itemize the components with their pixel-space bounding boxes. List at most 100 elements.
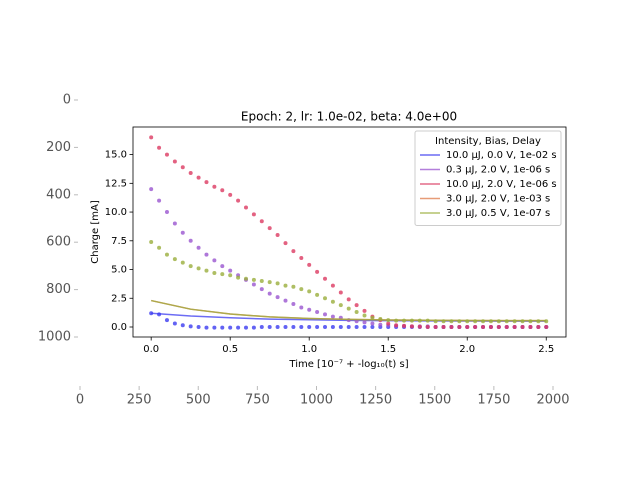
data-point bbox=[338, 325, 343, 329]
data-point bbox=[323, 276, 328, 281]
fit-line bbox=[151, 299, 547, 322]
data-point bbox=[330, 314, 335, 319]
data-point bbox=[251, 212, 256, 217]
data-point bbox=[243, 276, 248, 281]
outer-axes: 0 200 400 600 800 1000 0 250 500 750 1000 1250 1500 1… bbox=[38, 93, 570, 408]
y-tick-label: 0 bbox=[63, 93, 71, 108]
x-tick-label: 0 bbox=[76, 393, 84, 408]
legend-title: Intensity, Bias, Delay bbox=[435, 136, 541, 147]
data-point bbox=[488, 325, 493, 329]
y-axis-label: Charge [mA] bbox=[90, 200, 101, 264]
data-point bbox=[536, 325, 541, 329]
data-point bbox=[512, 325, 517, 329]
data-point bbox=[315, 292, 320, 297]
x-tick-label: 250 bbox=[127, 393, 152, 408]
x-tick-label: 1250 bbox=[359, 393, 392, 408]
data-point bbox=[496, 319, 501, 324]
data-point bbox=[157, 198, 162, 203]
data-point bbox=[362, 320, 367, 325]
data-point bbox=[323, 312, 328, 317]
data-point bbox=[346, 325, 351, 329]
data-point bbox=[370, 321, 375, 326]
data-point bbox=[528, 319, 533, 324]
x-tick-label: 2.0 bbox=[459, 344, 475, 355]
legend-label: 3.0 μJ, 2.0 V, 1e-03 s bbox=[446, 194, 550, 205]
data-point bbox=[504, 325, 509, 329]
data-point bbox=[251, 282, 256, 287]
y-tick-label: 0.0 bbox=[111, 322, 127, 333]
x-tick-label: 1.5 bbox=[380, 344, 396, 355]
data-point bbox=[267, 325, 272, 329]
legend-box bbox=[414, 130, 562, 226]
y-tick-label: 400 bbox=[46, 187, 71, 202]
data-point bbox=[251, 277, 256, 282]
data-point bbox=[346, 306, 351, 311]
data-point bbox=[267, 280, 272, 285]
x-tick-label: 750 bbox=[245, 393, 270, 408]
data-point bbox=[212, 270, 217, 275]
data-point bbox=[520, 319, 525, 324]
data-point bbox=[481, 325, 486, 329]
data-point bbox=[180, 230, 185, 235]
y-tick-label: 600 bbox=[46, 235, 71, 250]
data-point bbox=[180, 323, 185, 328]
data-point bbox=[315, 310, 320, 315]
data-point bbox=[354, 325, 359, 329]
data-point bbox=[465, 325, 470, 329]
data-point bbox=[149, 135, 154, 140]
y-tick-label: 7.5 bbox=[111, 236, 127, 247]
legend-label: 3.0 μJ, 0.5 V, 1e-07 s bbox=[446, 208, 550, 219]
data-point bbox=[354, 310, 359, 315]
data-point bbox=[504, 319, 509, 324]
data-point bbox=[386, 321, 391, 326]
data-point bbox=[204, 325, 209, 330]
data-point bbox=[465, 319, 470, 324]
data-point bbox=[243, 205, 248, 210]
data-point bbox=[315, 269, 320, 274]
data-point bbox=[188, 264, 193, 269]
data-point bbox=[236, 275, 241, 280]
data-point bbox=[196, 266, 201, 271]
legend-label: 10.0 μJ, 2.0 V, 1e-06 s bbox=[446, 179, 557, 190]
data-point bbox=[180, 260, 185, 265]
data-point bbox=[330, 325, 335, 329]
data-point bbox=[149, 187, 154, 192]
data-point bbox=[283, 298, 288, 303]
x-tick-label: 1000 bbox=[300, 393, 333, 408]
x-tick-label: 1.0 bbox=[301, 344, 317, 355]
data-point bbox=[354, 303, 359, 308]
legend: Intensity, Bias, Delay 10.0 μJ, 0.0 V, 1e… bbox=[414, 130, 562, 226]
data-point bbox=[544, 319, 549, 324]
data-point bbox=[473, 325, 478, 329]
data-point bbox=[323, 296, 328, 301]
data-point bbox=[196, 245, 201, 250]
legend-label: 10.0 μJ, 0.0 V, 1e-02 s bbox=[446, 150, 557, 161]
data-point bbox=[204, 180, 209, 185]
data-point bbox=[488, 319, 493, 324]
data-point bbox=[346, 297, 351, 302]
data-point bbox=[338, 290, 343, 295]
data-point bbox=[425, 318, 430, 323]
data-point bbox=[164, 252, 169, 257]
data-point bbox=[220, 272, 225, 277]
data-point bbox=[378, 316, 383, 321]
y-tick-label: 800 bbox=[46, 282, 71, 297]
data-point bbox=[157, 312, 162, 317]
data-point bbox=[228, 325, 233, 330]
data-point bbox=[417, 324, 422, 329]
data-point bbox=[243, 325, 248, 330]
data-point bbox=[188, 170, 193, 175]
data-point bbox=[180, 165, 185, 170]
data-point bbox=[283, 283, 288, 288]
data-point bbox=[433, 325, 438, 329]
data-point bbox=[394, 318, 399, 323]
data-point bbox=[164, 210, 169, 215]
data-point bbox=[157, 145, 162, 150]
data-point bbox=[228, 192, 233, 197]
data-point bbox=[291, 249, 296, 254]
y-tick-label: 5.0 bbox=[111, 265, 127, 276]
data-point bbox=[433, 319, 438, 324]
data-point bbox=[536, 319, 541, 324]
data-point bbox=[362, 313, 367, 318]
data-point bbox=[172, 257, 177, 262]
